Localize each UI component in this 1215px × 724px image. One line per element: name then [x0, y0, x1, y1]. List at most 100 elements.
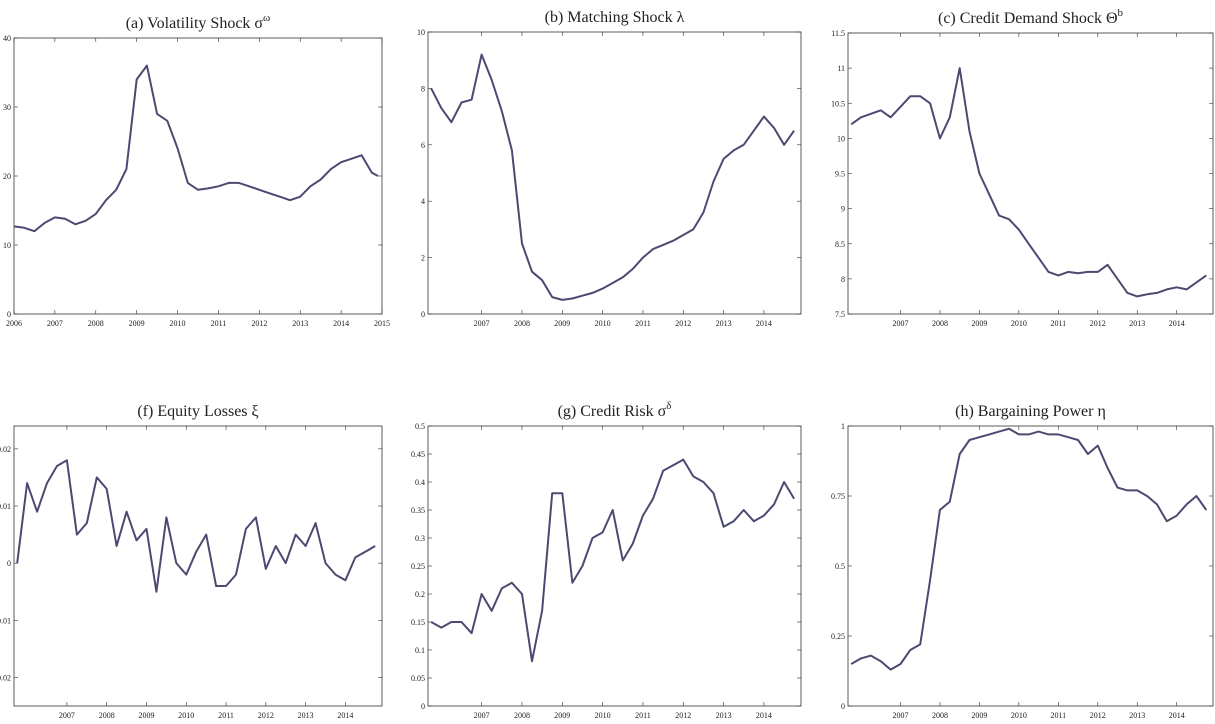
x-tick-label: 2008 — [514, 711, 530, 720]
x-tick-label: 2013 — [716, 711, 732, 720]
y-tick-label: 0.35 — [411, 506, 425, 515]
y-tick-label: 20 — [3, 172, 11, 181]
x-tick-label: 2007 — [59, 711, 75, 720]
x-tick-label: 2014 — [756, 319, 772, 328]
chart-title: (g) Credit Risk σδ — [558, 400, 672, 420]
y-tick-label: 8 — [841, 275, 845, 284]
chart-title-text: (c) Credit Demand Shock Θ — [938, 10, 1118, 27]
y-tick-label: 0.3 — [415, 534, 425, 543]
y-tick-label: 0 — [421, 702, 425, 711]
x-tick-label: 2010 — [1011, 711, 1027, 720]
y-tick-label: 6 — [421, 141, 425, 150]
plot-frame — [847, 425, 1214, 707]
x-tick-label: 2006 — [6, 319, 22, 328]
x-tick-label: 2009 — [129, 319, 145, 328]
x-tick-label: 2011 — [635, 711, 651, 720]
line-series — [850, 67, 1207, 298]
x-tick-label: 2012 — [258, 711, 274, 720]
line-series — [430, 53, 795, 301]
chart-title: (b) Matching Shock λ — [545, 9, 685, 26]
y-tick-label: 10.5 — [831, 99, 845, 108]
plot-frame — [13, 37, 383, 315]
y-tick-label: 0 — [7, 559, 11, 568]
y-tick-label: 9 — [841, 205, 845, 214]
y-tick-label: -0.01 — [0, 616, 11, 625]
x-tick-label: 2009 — [138, 711, 154, 720]
chart-title-text: (b) Matching Shock λ — [545, 9, 685, 26]
line-series — [16, 459, 376, 593]
x-tick-label: 2012 — [675, 319, 691, 328]
x-tick-label: 2015 — [374, 319, 390, 328]
y-tick-label: 0 — [421, 310, 425, 319]
x-tick-label: 2008 — [932, 319, 948, 328]
x-tick-label: 2010 — [595, 711, 611, 720]
chart-title-superscript: δ — [666, 400, 671, 412]
chart-title: (h) Bargaining Power η — [955, 403, 1106, 420]
chart-title: (a) Volatility Shock σω — [126, 12, 271, 32]
x-tick-label: 2007 — [892, 711, 908, 720]
y-tick-label: 0.1 — [415, 646, 425, 655]
y-tick-label: 0.2 — [415, 590, 425, 599]
chart-title-text: (a) Volatility Shock σ — [126, 15, 264, 32]
x-tick-label: 2007 — [474, 319, 490, 328]
x-tick-label: 2014 — [333, 319, 349, 328]
y-tick-label: 0.45 — [411, 450, 425, 459]
y-tick-label: 11 — [837, 64, 845, 73]
x-tick-label: 2012 — [675, 711, 691, 720]
y-tick-label: 1 — [841, 422, 845, 431]
y-tick-label: 40 — [3, 34, 11, 43]
chart-title: (c) Credit Demand Shock Θb — [938, 7, 1124, 27]
x-tick-label: 2012 — [251, 319, 267, 328]
y-tick-label: 0.25 — [831, 632, 845, 641]
x-tick-label: 2012 — [1090, 711, 1106, 720]
chart-title-superscript: ω — [263, 12, 270, 24]
plot-frame — [427, 425, 802, 707]
x-tick-label: 2007 — [47, 319, 63, 328]
y-tick-label: 0.25 — [411, 562, 425, 571]
x-tick-label: 2014 — [1169, 319, 1185, 328]
y-tick-label: 30 — [3, 103, 11, 112]
y-tick-label: 10 — [837, 134, 845, 143]
chart-title-text: (g) Credit Risk σ — [558, 403, 667, 420]
y-tick-label: 9.5 — [835, 170, 845, 179]
y-tick-label: 0.05 — [411, 674, 425, 683]
y-tick-label: 10 — [3, 241, 11, 250]
y-tick-label: 10 — [417, 28, 425, 37]
y-tick-label: 8.5 — [835, 240, 845, 249]
x-tick-label: 2010 — [595, 319, 611, 328]
x-tick-label: 2013 — [298, 711, 314, 720]
y-tick-label: 0.15 — [411, 618, 425, 627]
x-tick-label: 2013 — [292, 319, 308, 328]
line-series — [430, 458, 795, 663]
x-tick-label: 2008 — [99, 711, 115, 720]
x-tick-label: 2009 — [554, 319, 570, 328]
x-tick-label: 2014 — [337, 711, 353, 720]
x-tick-label: 2008 — [932, 711, 948, 720]
x-tick-label: 2009 — [971, 711, 987, 720]
plot-frame — [847, 32, 1214, 315]
x-tick-label: 2013 — [1129, 711, 1145, 720]
y-tick-label: 8 — [421, 84, 425, 93]
chart-title: (f) Equity Losses ξ — [137, 403, 258, 420]
chart-title-text: (f) Equity Losses ξ — [137, 403, 258, 420]
x-tick-label: 2011 — [211, 319, 227, 328]
x-tick-label: 2009 — [971, 319, 987, 328]
y-tick-label: 0.01 — [0, 502, 11, 511]
y-tick-label: 0.02 — [0, 445, 11, 454]
y-tick-label: 7.5 — [835, 310, 845, 319]
x-tick-label: 2013 — [1129, 319, 1145, 328]
x-tick-label: 2010 — [178, 711, 194, 720]
x-tick-label: 2008 — [88, 319, 104, 328]
chart-title-superscript: b — [1118, 7, 1124, 19]
y-tick-label: 0.4 — [415, 478, 425, 487]
y-tick-label: 11.5 — [831, 29, 845, 38]
x-tick-label: 2012 — [1090, 319, 1106, 328]
x-tick-label: 2010 — [1011, 319, 1027, 328]
x-tick-label: 2011 — [635, 319, 651, 328]
x-tick-label: 2007 — [892, 319, 908, 328]
x-tick-label: 2011 — [1050, 319, 1066, 328]
y-tick-label: 2 — [421, 254, 425, 263]
line-series — [850, 427, 1208, 671]
y-tick-label: -0.02 — [0, 673, 11, 682]
